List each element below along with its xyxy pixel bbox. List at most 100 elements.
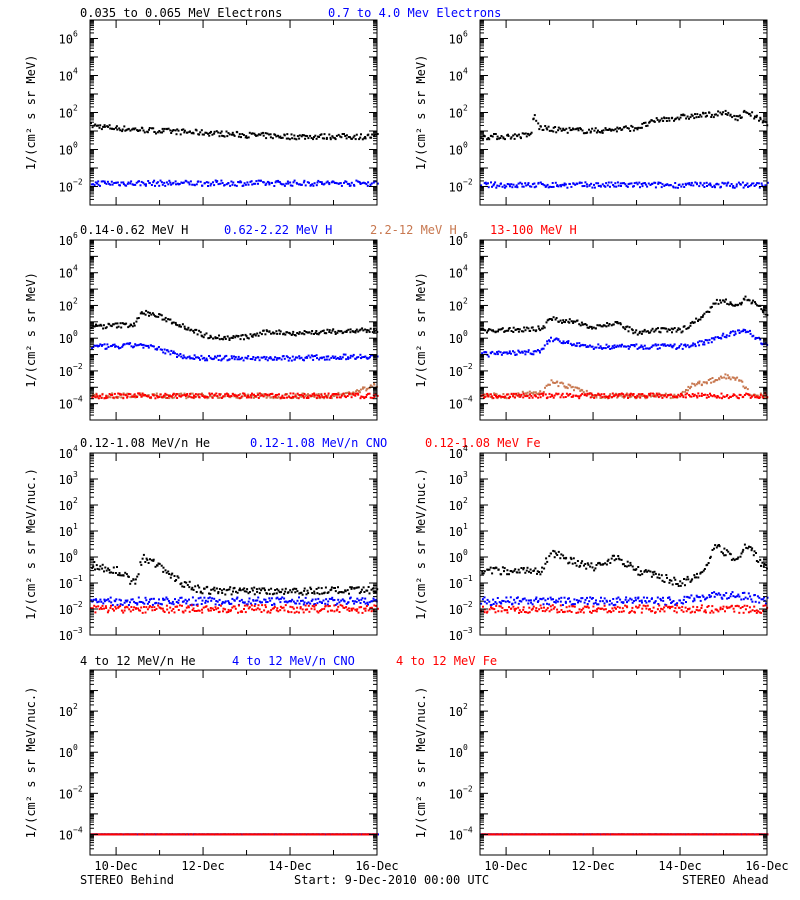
series-blue: [90, 596, 378, 607]
data-point: [138, 180, 140, 183]
data-point: [309, 394, 312, 397]
data-point: [673, 327, 676, 329]
data-point: [285, 393, 288, 396]
data-point: [251, 335, 254, 338]
data-point: [154, 184, 156, 187]
data-point: [225, 130, 228, 133]
data-point: [584, 323, 587, 325]
data-point: [639, 570, 642, 573]
data-point: [351, 392, 354, 395]
data-point: [174, 180, 177, 183]
series-blue: [90, 179, 379, 187]
data-point: [292, 330, 295, 333]
data-point: [624, 328, 627, 331]
data-point: [373, 590, 376, 593]
data-point: [355, 179, 358, 182]
data-point: [580, 344, 582, 347]
data-point: [141, 127, 144, 130]
data-point: [752, 394, 755, 397]
data-point: [627, 127, 630, 130]
data-point: [286, 180, 289, 183]
data-point: [194, 585, 197, 588]
data-point: [581, 389, 584, 392]
data-point: [112, 323, 115, 326]
data-point: [130, 580, 133, 583]
data-point: [309, 602, 312, 605]
data-point: [236, 358, 239, 361]
data-point: [661, 327, 664, 330]
data-point: [638, 600, 641, 603]
data-point: [607, 395, 610, 398]
data-point: [233, 599, 236, 602]
data-point: [192, 396, 195, 399]
data-point: [488, 393, 491, 396]
data-point: [300, 356, 303, 359]
data-point: [719, 111, 722, 114]
data-point: [511, 571, 514, 574]
data-point: [602, 347, 605, 349]
data-point: [142, 129, 145, 132]
data-point: [350, 181, 353, 184]
data-point: [310, 354, 313, 357]
data-point: [744, 184, 746, 187]
data-point: [540, 570, 543, 573]
data-point: [319, 181, 322, 183]
data-point: [328, 331, 331, 333]
data-point: [108, 396, 111, 399]
data-point: [334, 604, 337, 606]
data-point: [202, 606, 205, 609]
y-tick-exponent: 0: [463, 329, 468, 338]
data-point: [503, 570, 505, 573]
data-point: [481, 572, 484, 575]
data-point: [159, 131, 162, 134]
data-point: [230, 602, 233, 605]
data-point: [648, 392, 651, 395]
data-point: [260, 611, 263, 613]
data-point: [560, 342, 563, 344]
data-point: [700, 383, 703, 386]
data-point: [582, 132, 585, 135]
data-point: [535, 596, 538, 599]
data-point: [513, 598, 516, 601]
data-point: [618, 394, 621, 397]
data-point: [595, 599, 597, 602]
data-point: [219, 132, 222, 135]
data-point: [140, 395, 143, 398]
data-point: [740, 301, 743, 304]
data-point: [244, 136, 247, 139]
data-point: [563, 184, 566, 187]
data-point: [356, 586, 359, 589]
data-point: [253, 333, 256, 336]
data-point: [361, 395, 364, 398]
y-tick-base: 10: [59, 299, 73, 313]
data-point: [185, 581, 188, 584]
data-point: [524, 182, 527, 185]
data-point: [298, 183, 301, 186]
data-point: [732, 185, 735, 187]
data-point: [714, 186, 716, 189]
data-point: [287, 591, 290, 594]
data-point: [643, 122, 645, 124]
data-point: [147, 562, 150, 564]
data-point: [696, 572, 698, 575]
data-point: [640, 126, 643, 129]
data-point: [140, 601, 143, 603]
data-point: [264, 589, 266, 592]
data-point: [247, 592, 250, 595]
data-point: [511, 186, 514, 189]
data-point: [153, 393, 155, 396]
data-point: [604, 395, 607, 398]
data-point: [683, 595, 686, 598]
data-point: [187, 606, 190, 609]
data-point: [720, 185, 722, 188]
data-point: [165, 393, 168, 396]
data-point: [496, 353, 499, 356]
data-point: [723, 594, 726, 597]
data-point: [707, 395, 710, 398]
data-point: [607, 558, 610, 561]
data-point: [240, 598, 243, 601]
data-point: [679, 580, 682, 583]
data-point: [345, 358, 348, 361]
data-point: [580, 128, 582, 131]
data-point: [118, 572, 121, 575]
